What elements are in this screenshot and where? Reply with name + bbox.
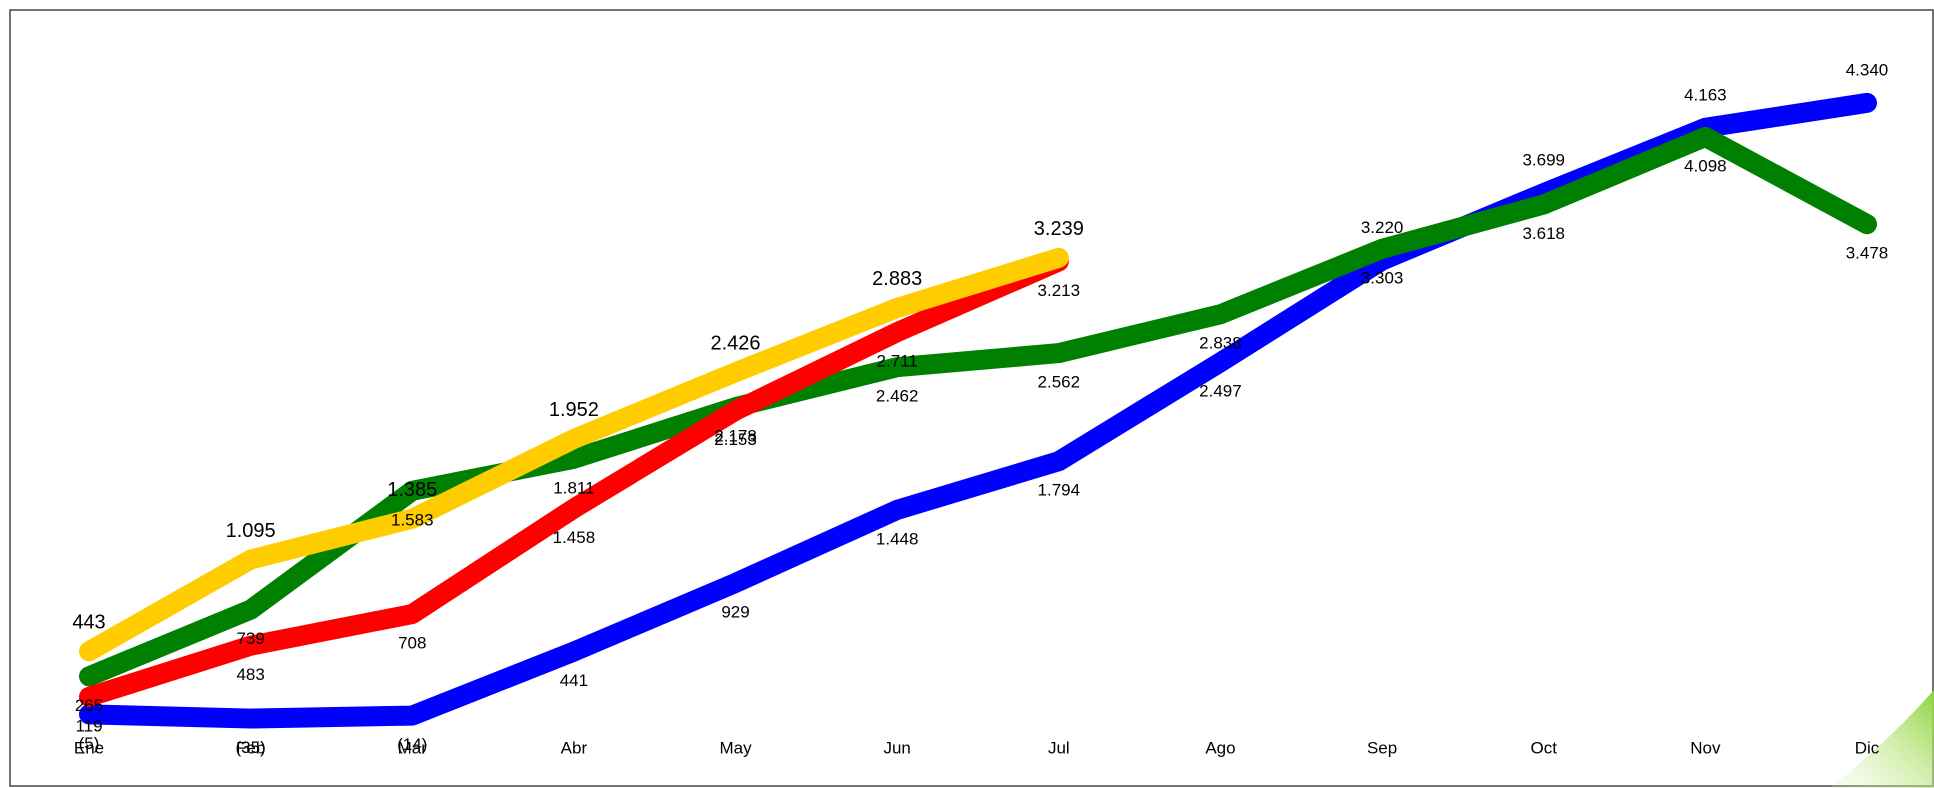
x-tick-label: Feb [236, 738, 265, 757]
data-label: 4.098 [1684, 156, 1727, 175]
data-label: 483 [236, 665, 264, 684]
x-tick-label: Sep [1367, 738, 1397, 757]
x-tick-label: Ene [74, 738, 104, 757]
data-label: 265 [75, 696, 103, 715]
data-label: 4.340 [1846, 60, 1889, 79]
data-label: 443 [72, 612, 105, 634]
chart-frame [9, 9, 1934, 787]
data-label: (14) [397, 735, 427, 754]
data-label: (35) [236, 738, 266, 757]
data-label: 2.153 [714, 430, 757, 449]
series-line [79, 251, 1069, 707]
x-tick-label: Abr [561, 738, 588, 757]
data-label: 708 [398, 633, 426, 652]
series-line [79, 126, 1877, 687]
x-tick-label: Nov [1690, 738, 1721, 757]
data-label: 3.239 [1034, 218, 1084, 240]
data-label: 1.811 [553, 478, 594, 497]
data-label: 119 [75, 716, 102, 735]
data-label: 2.497 [1199, 382, 1242, 401]
data-label: 1.583 [391, 510, 434, 529]
x-tick-label: Jun [883, 738, 910, 757]
series-line [79, 247, 1069, 662]
data-label: 3.213 [1038, 281, 1081, 300]
data-label: 2.178 [714, 427, 757, 446]
x-tick-label: May [719, 738, 752, 757]
x-tick-label: Jul [1048, 738, 1070, 757]
data-label: 739 [236, 629, 264, 648]
x-tick-label: Mar [398, 738, 428, 757]
data-label: 1.385 [387, 479, 437, 501]
data-label: 4.163 [1684, 85, 1727, 104]
data-label: 1.458 [553, 528, 596, 547]
data-label: 441 [560, 671, 588, 690]
data-label: 1.952 [549, 399, 599, 421]
data-label: 929 [721, 602, 749, 621]
data-label: 1.448 [876, 529, 919, 548]
data-label: 2.462 [876, 387, 919, 406]
x-tick-label: Oct [1531, 738, 1558, 757]
data-label: 3.618 [1522, 224, 1565, 243]
data-label: 3.478 [1846, 244, 1889, 263]
data-label: 1.794 [1038, 481, 1081, 500]
series-line [79, 92, 1877, 729]
data-label: 1.095 [226, 520, 276, 542]
x-tick-label: Dic [1855, 738, 1880, 757]
data-label: (5) [79, 734, 100, 753]
data-label: 2.562 [1038, 373, 1081, 392]
data-label: 2.883 [872, 268, 922, 290]
data-label: 3.699 [1522, 151, 1565, 170]
data-label: 2.711 [877, 352, 918, 371]
data-label: 3.303 [1361, 268, 1404, 287]
decoration [1830, 690, 1934, 788]
x-tick-label: Ago [1205, 738, 1235, 757]
data-label: 2.838 [1199, 334, 1242, 353]
data-label: 2.426 [711, 333, 761, 355]
data-label: 3.220 [1361, 218, 1404, 237]
